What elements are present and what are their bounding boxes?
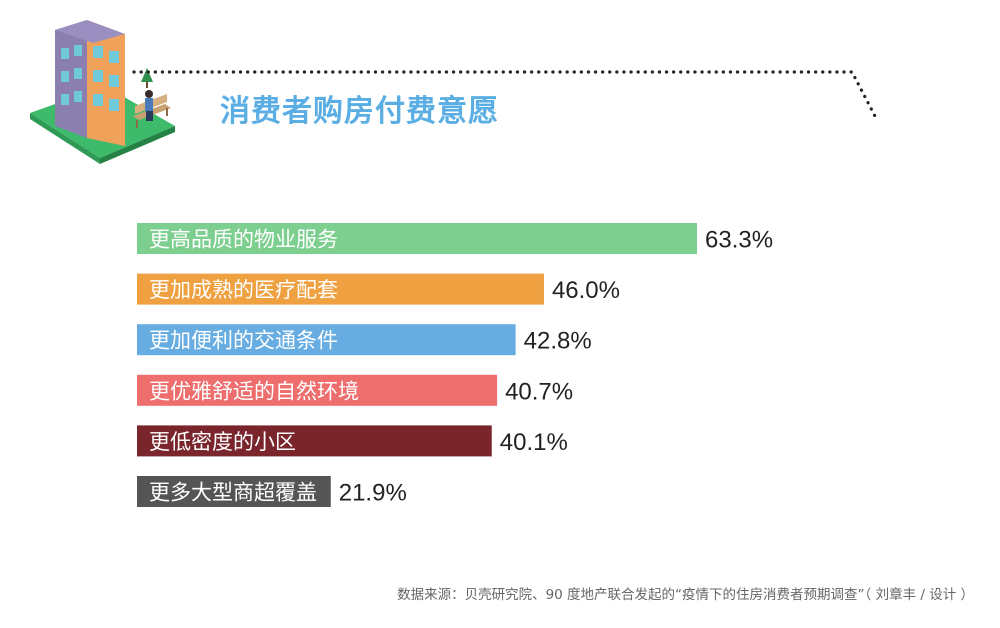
bar-category-label: 更多大型商超覆盖	[149, 481, 317, 505]
bar-3	[137, 324, 516, 356]
bar-value-label: 42.8%	[524, 328, 592, 355]
bar-category-label: 更加便利的交通条件	[149, 329, 338, 353]
bar-value-label: 40.1%	[500, 429, 568, 456]
bar-category-label: 更低密度的小区	[149, 430, 296, 454]
bar-value-label: 46.0%	[552, 277, 620, 304]
bar-category-label: 更高品质的物业服务	[149, 228, 338, 252]
bar-4	[137, 374, 498, 406]
bar-category-label: 更优雅舒适的自然环境	[149, 379, 359, 403]
chart-title: 消费者购房付费意愿	[220, 94, 499, 129]
bar-category-label: 更加成熟的医疗配套	[149, 278, 338, 302]
bar-1	[137, 223, 697, 254]
bar-5	[137, 425, 492, 457]
bar-6	[137, 476, 331, 507]
building-illustration	[30, 20, 175, 164]
bar-2	[137, 273, 544, 305]
bar-value-label: 21.9%	[339, 480, 407, 507]
bar-value-label: 40.7%	[505, 378, 573, 405]
source-note: 数据来源：贝壳研究院、90 度地产联合发起的“疫情下的住房消费者预期调查”（ 刘…	[397, 587, 974, 603]
bar-value-label: 63.3%	[705, 227, 773, 254]
